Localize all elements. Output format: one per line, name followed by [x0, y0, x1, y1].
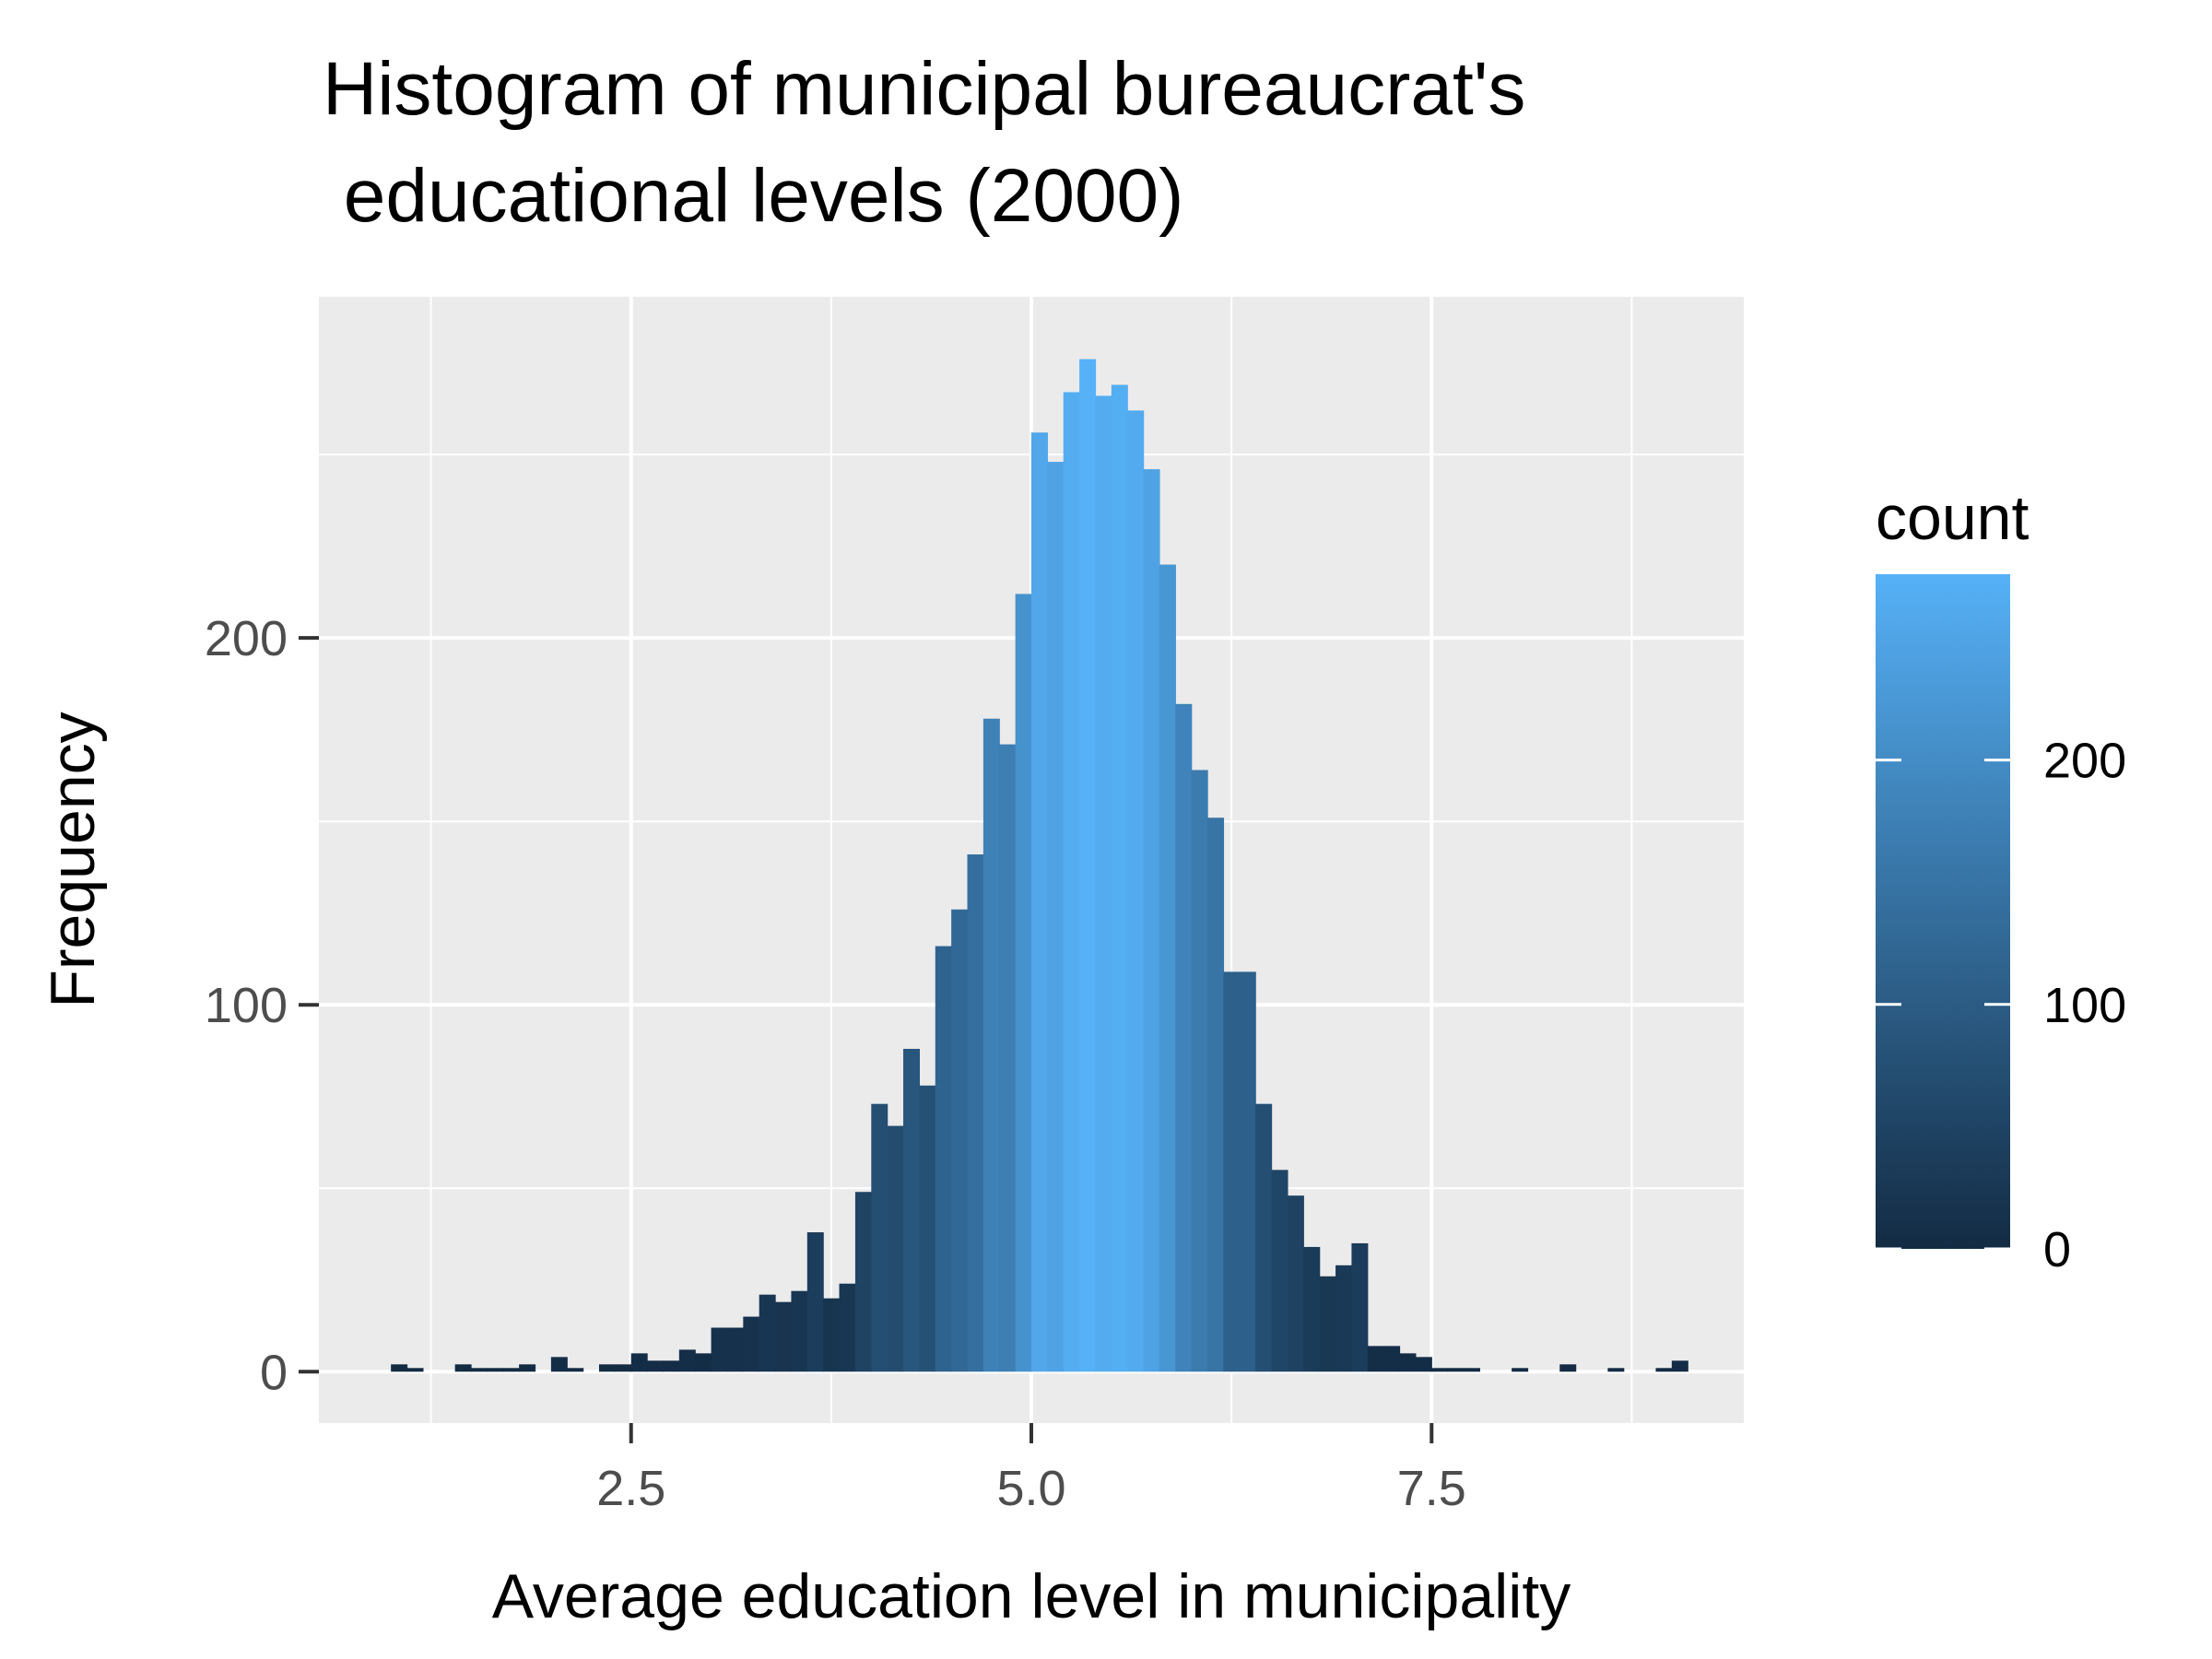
- histogram-bar-24: [775, 1301, 793, 1372]
- histogram-bar-5: [471, 1368, 488, 1372]
- histogram-bar-58: [1319, 1276, 1336, 1372]
- legend-tick-label-1: 100: [2043, 978, 2126, 1033]
- x-tick-label-1: 5.0: [996, 1461, 1065, 1516]
- histogram-bar-73: [1559, 1364, 1577, 1372]
- histogram-bar-53: [1239, 971, 1256, 1372]
- histogram-bar-59: [1335, 1265, 1353, 1372]
- histogram-bar-47: [1143, 469, 1160, 1372]
- histogram-bar-29: [854, 1192, 872, 1372]
- histogram-bar-15: [630, 1353, 648, 1372]
- legend-colorbar: [1876, 574, 2010, 1249]
- histogram-bar-63: [1399, 1353, 1417, 1372]
- histogram-bar-80: [1671, 1360, 1688, 1372]
- histogram-bar-13: [598, 1364, 616, 1372]
- histogram-bar-0: [391, 1364, 408, 1372]
- histogram-bar-49: [1175, 703, 1193, 1372]
- legend-tick-label-2: 200: [2043, 734, 2126, 789]
- histogram-bar-56: [1287, 1195, 1304, 1372]
- y-tick-label-1: 100: [205, 978, 288, 1033]
- histogram-bar-76: [1607, 1368, 1625, 1372]
- histogram-bar-19: [695, 1353, 712, 1372]
- histogram-bar-37: [982, 718, 1000, 1372]
- histogram-bar-33: [919, 1085, 936, 1372]
- histogram-bar-61: [1367, 1346, 1384, 1372]
- y-tick-label-0: 0: [260, 1345, 288, 1400]
- histogram-bar-36: [967, 854, 984, 1372]
- histogram-bar-10: [550, 1357, 568, 1372]
- x-axis-title: Average education level in municipality: [492, 1561, 1571, 1631]
- histogram-bar-70: [1512, 1368, 1529, 1372]
- y-axis-title: Frequency: [38, 712, 108, 1007]
- histogram-bar-48: [1159, 564, 1176, 1372]
- histogram-bar-14: [615, 1364, 632, 1372]
- histogram-bar-42: [1063, 392, 1080, 1372]
- histogram-bar-54: [1255, 1103, 1273, 1372]
- histogram-bar-26: [806, 1232, 824, 1372]
- histogram-bar-23: [759, 1294, 776, 1372]
- histogram-bar-44: [1095, 395, 1112, 1372]
- histogram-bar-22: [743, 1316, 760, 1372]
- histogram-bar-38: [999, 744, 1017, 1372]
- histogram-bar-62: [1383, 1346, 1401, 1372]
- x-axis: 2.5 5.0 7.5: [596, 1423, 1466, 1516]
- histogram-bar-6: [487, 1368, 504, 1372]
- histogram-bar-21: [726, 1327, 744, 1372]
- histogram-bar-39: [1015, 594, 1032, 1372]
- y-tick-label-2: 200: [205, 611, 288, 666]
- x-tick-label-0: 2.5: [596, 1461, 665, 1516]
- y-axis: 0 100 200: [205, 611, 319, 1400]
- histogram-bar-57: [1303, 1246, 1321, 1372]
- chart-title-line-1: Histogram of municipal bureaucrat's: [323, 47, 1525, 131]
- histogram-bar-43: [1079, 359, 1097, 1372]
- chart-title-line-2: educational levels (2000): [323, 154, 1183, 238]
- histogram-bar-4: [454, 1364, 472, 1372]
- x-tick-label-2: 7.5: [1397, 1461, 1466, 1516]
- histogram-bar-41: [1047, 462, 1065, 1372]
- histogram-bar-16: [647, 1360, 665, 1372]
- histogram-bar-50: [1191, 770, 1208, 1372]
- histogram-bar-55: [1271, 1170, 1288, 1372]
- histogram-bar-30: [871, 1103, 888, 1372]
- histogram-bar-79: [1655, 1368, 1673, 1372]
- histogram-bar-17: [663, 1360, 680, 1372]
- legend-tick-label-0: 0: [2043, 1222, 2071, 1277]
- histogram-bar-60: [1351, 1242, 1369, 1372]
- histogram-bar-8: [519, 1364, 536, 1372]
- histogram-bar-28: [839, 1283, 856, 1372]
- histogram-bar-52: [1223, 971, 1241, 1372]
- histogram-bar-20: [711, 1327, 728, 1372]
- histogram-bar-32: [903, 1048, 921, 1372]
- histogram-bar-40: [1031, 432, 1048, 1372]
- histogram-bar-1: [406, 1368, 424, 1372]
- legend-title: count: [1876, 483, 2029, 553]
- histogram-bar-65: [1431, 1368, 1449, 1372]
- histogram-bar-25: [791, 1290, 808, 1372]
- histogram-bar-18: [678, 1349, 696, 1372]
- histogram-bar-66: [1447, 1368, 1465, 1372]
- histogram-bar-45: [1111, 384, 1128, 1372]
- histogram-bar-64: [1415, 1357, 1432, 1372]
- histogram-bar-31: [887, 1125, 904, 1372]
- histogram-bar-27: [823, 1298, 841, 1372]
- histogram-bar-51: [1207, 818, 1225, 1372]
- histogram-bar-67: [1464, 1368, 1480, 1372]
- legend-ticks: 0 100 200: [1876, 734, 2126, 1277]
- histogram-bars: [391, 359, 1688, 1372]
- histogram-bar-46: [1127, 410, 1145, 1372]
- histogram-bar-7: [502, 1368, 520, 1372]
- histogram-bar-35: [951, 909, 969, 1372]
- histogram-bar-34: [935, 946, 952, 1372]
- histogram-bar-11: [567, 1368, 584, 1372]
